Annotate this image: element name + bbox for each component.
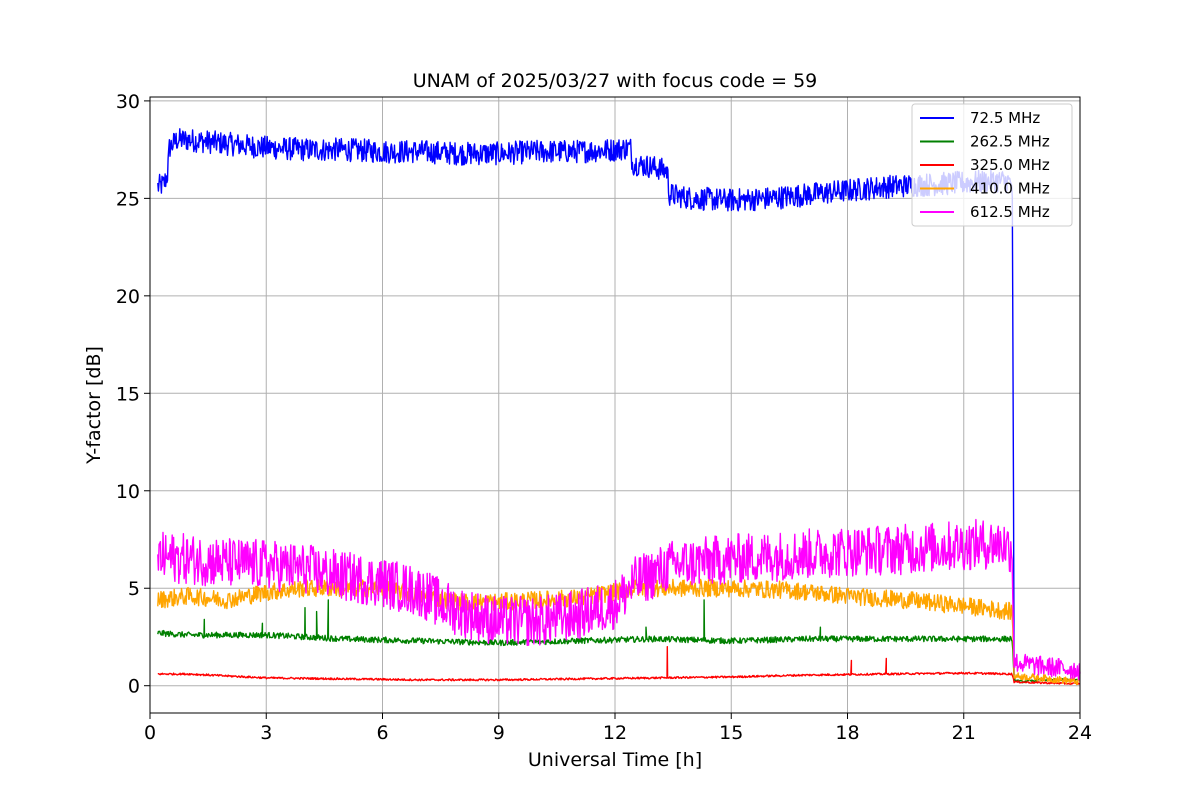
x-tick-label: 18 [835,722,859,744]
legend-label: 262.5 MHz [970,133,1050,151]
y-tick-label: 0 [128,676,140,698]
x-tick-label: 9 [493,722,505,744]
x-tick-label: 0 [144,722,156,744]
y-tick-label: 30 [116,91,140,113]
x-tick-label: 21 [952,722,976,744]
legend-label: 410.0 MHz [970,180,1050,198]
y-tick-label: 20 [116,286,140,308]
legend-label: 612.5 MHz [970,203,1050,221]
series-line-4 [157,518,1081,681]
series-line-1 [157,599,1081,684]
series-line-0 [157,128,1015,676]
x-tick-label: 3 [260,722,272,744]
ticks: 0 3 6 9 12 15 18 21 24 0 5 10 15 20 25 30 [116,91,1092,744]
series-line-2 [157,646,1081,686]
legend: 72.5 MHz 262.5 MHz 325.0 MHz 410.0 MHz 612.5… [911,103,1073,227]
legend-label: 72.5 MHz [970,109,1040,127]
x-axis-title: Universal Time [h] [528,749,702,771]
x-tick-label: 24 [1068,722,1092,744]
y-tick-label: 15 [116,383,140,405]
series-line-3 [157,578,1081,686]
y-tick-label: 10 [116,481,140,503]
y-axis-title: Y-factor [dB] [83,346,105,465]
x-tick-label: 15 [719,722,743,744]
x-tick-label: 6 [376,722,388,744]
chart-title: UNAM of 2025/03/27 with focus code = 59 [413,70,818,92]
x-tick-label: 12 [603,722,627,744]
y-tick-label: 25 [116,188,140,210]
series-layer [157,128,1081,686]
legend-label: 325.0 MHz [970,156,1050,174]
legend-box [911,103,1073,227]
y-tick-label: 5 [128,578,140,600]
